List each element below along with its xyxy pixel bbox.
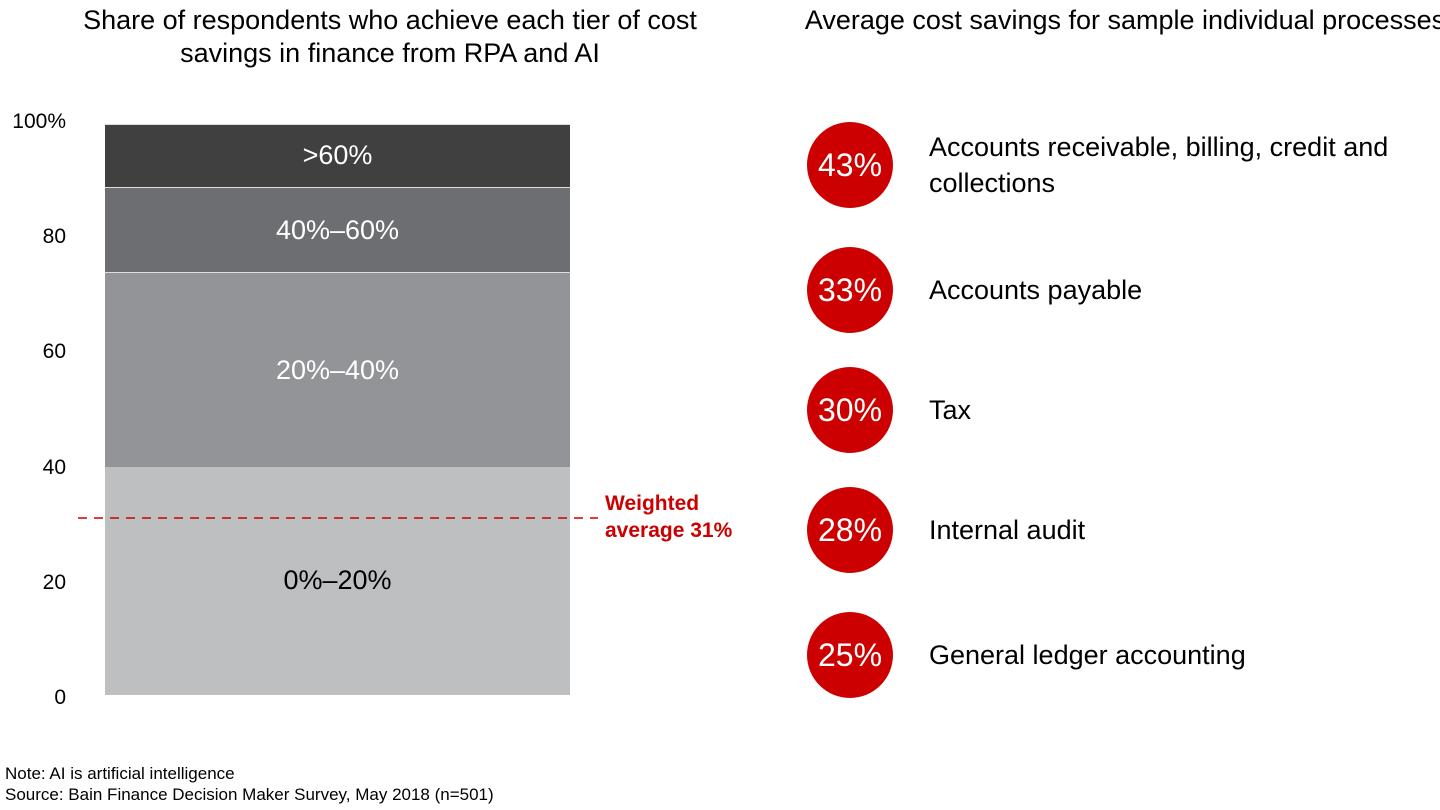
right-chart-title: Average cost savings for sample individu… bbox=[804, 5, 1440, 35]
y-tick-label: 60 bbox=[42, 340, 66, 364]
bar-segment: 40%–60% bbox=[105, 186, 570, 273]
process-label: Accounts receivable, billing, credit and… bbox=[929, 132, 1389, 198]
savings-value-badge: 25% bbox=[807, 612, 893, 698]
footnote: Note: AI is artificial intelligence bbox=[5, 764, 235, 783]
source-note: Source: Bain Finance Decision Maker Surv… bbox=[5, 785, 494, 804]
left-chart-title: Share of respondents who achieve each ti… bbox=[83, 5, 697, 68]
y-tick-label: 40 bbox=[42, 455, 66, 479]
segment-label: >60% bbox=[302, 140, 373, 171]
segment-label: 20%–40% bbox=[275, 354, 400, 385]
bar-segment: 20%–40% bbox=[105, 272, 570, 467]
savings-value-badge: 28% bbox=[807, 487, 893, 573]
y-tick-label: 100% bbox=[12, 110, 66, 133]
weighted-average-line bbox=[78, 517, 598, 519]
y-tick-label: 0 bbox=[54, 686, 66, 709]
process-label: General ledger accounting bbox=[929, 640, 1246, 670]
savings-value-badge: 43% bbox=[807, 122, 893, 208]
process-label: Accounts payable bbox=[929, 275, 1143, 305]
bar-segment: 0%–20% bbox=[105, 466, 570, 695]
segment-label: 40%–60% bbox=[275, 214, 400, 245]
savings-value-badge: 30% bbox=[807, 367, 893, 453]
weighted-average-label: Weighted average 31% bbox=[605, 490, 732, 544]
y-tick-label: 80 bbox=[42, 225, 66, 249]
bar-segment: >60% bbox=[105, 124, 570, 187]
process-label: Internal audit bbox=[929, 515, 1086, 545]
weighted-average-label-line2: average 31% bbox=[605, 518, 733, 542]
weighted-average-label-line1: Weighted bbox=[605, 491, 700, 515]
y-tick-label: 20 bbox=[42, 570, 66, 594]
segment-label: 0%–20% bbox=[283, 565, 392, 596]
process-label: Tax bbox=[929, 395, 972, 425]
savings-value-badge: 33% bbox=[807, 247, 893, 333]
